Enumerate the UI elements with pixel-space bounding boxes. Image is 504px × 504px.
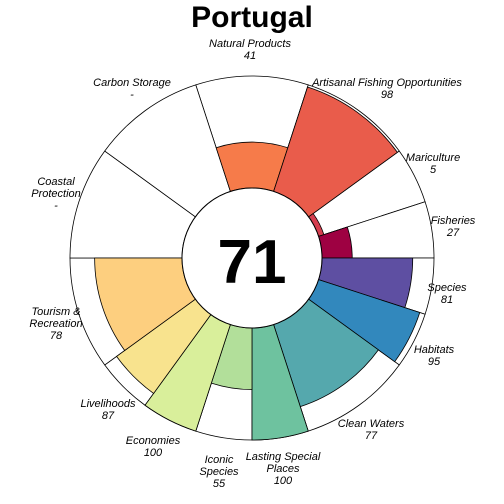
value-livelihoods: 87 xyxy=(102,410,115,422)
name-livelihoods: Livelihoods xyxy=(80,398,136,410)
name-carbon-storage: Carbon Storage xyxy=(93,77,171,89)
chart-title: Portugal xyxy=(191,1,313,34)
name-tourism-and-recreation: Tourism & xyxy=(31,306,80,318)
value-fisheries: 27 xyxy=(446,227,460,239)
name-fisheries: Fisheries xyxy=(431,215,476,227)
name-natural-products: Natural Products xyxy=(209,38,291,50)
value-coastal-protection: - xyxy=(54,200,58,212)
center-score: 71 xyxy=(218,228,287,297)
label-artisanal-fishing-opportunities: Artisanal Fishing Opportunities 98 xyxy=(311,77,462,101)
label-habitats: Habitats 95 xyxy=(414,344,455,368)
value-tourism-and-recreation: 78 xyxy=(50,330,63,342)
name-mariculture: Mariculture xyxy=(406,152,460,164)
value-habitats: 95 xyxy=(428,356,441,368)
label-livelihoods: Livelihoods 87 xyxy=(80,398,136,422)
name-habitats: Habitats xyxy=(414,344,455,356)
name-coastal-protection: Coastal xyxy=(37,176,75,188)
petal-fills xyxy=(94,86,421,441)
name-clean-waters: Clean Waters xyxy=(338,418,405,430)
name-artisanal-fishing-opportunities: Artisanal Fishing Opportunities xyxy=(311,77,462,89)
value-carbon-storage: - xyxy=(130,89,134,101)
label-natural-products: Natural Products 41 xyxy=(209,38,291,62)
label-coastal-protection: Coastal Protection - xyxy=(31,176,81,212)
name-tourism-and-recreation: Recreation xyxy=(29,318,82,330)
name-iconic-species: Iconic xyxy=(205,454,234,466)
value-natural-products: 41 xyxy=(244,50,256,62)
value-economies: 100 xyxy=(144,447,163,459)
name-lasting-special-places: Lasting Special xyxy=(246,451,321,463)
name-coastal-protection: Protection xyxy=(31,188,81,200)
label-lasting-special-places: Lasting Special Places 100 xyxy=(246,451,321,487)
value-lasting-special-places: 100 xyxy=(274,475,293,487)
label-carbon-storage: Carbon Storage - xyxy=(93,77,171,101)
label-iconic-species: Iconic Species 55 xyxy=(199,454,239,490)
name-species: Species xyxy=(427,282,467,294)
value-species: 81 xyxy=(441,294,453,306)
name-lasting-special-places: Places xyxy=(266,463,300,475)
label-clean-waters: Clean Waters 77 xyxy=(338,418,405,442)
value-mariculture: 5 xyxy=(430,164,437,176)
value-clean-waters: 77 xyxy=(365,430,378,442)
name-economies: Economies xyxy=(126,435,181,447)
label-species: Species 81 xyxy=(427,282,467,306)
label-fisheries: Fisheries 27 xyxy=(431,215,476,239)
segment-labels: Natural Products 41 Artisanal Fishing Oppo… xyxy=(29,38,475,490)
label-economies: Economies 100 xyxy=(126,435,181,459)
label-tourism-and-recreation: Tourism & Recreation 78 xyxy=(29,306,82,342)
value-artisanal-fishing-opportunities: 98 xyxy=(381,89,394,101)
value-iconic-species: 55 xyxy=(213,478,226,490)
label-mariculture: Mariculture 5 xyxy=(406,152,460,176)
center-circle xyxy=(181,187,323,329)
name-iconic-species: Species xyxy=(199,466,239,478)
